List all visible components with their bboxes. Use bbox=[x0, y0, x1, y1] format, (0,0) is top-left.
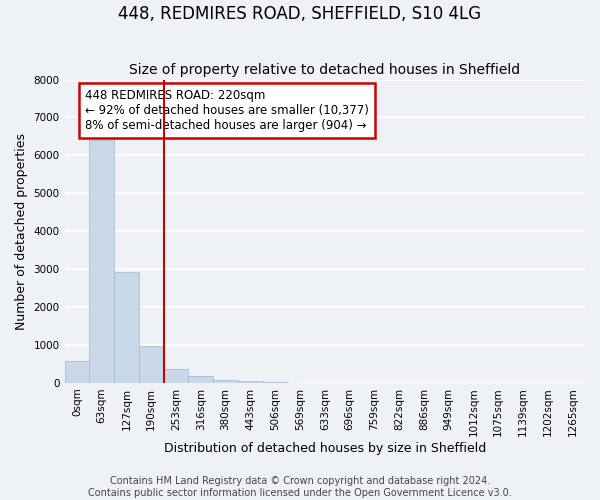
Bar bbox=[263, 382, 287, 383]
Bar bbox=[188, 376, 213, 383]
Bar bbox=[164, 369, 188, 383]
Text: 448, REDMIRES ROAD, SHEFFIELD, S10 4LG: 448, REDMIRES ROAD, SHEFFIELD, S10 4LG bbox=[118, 5, 482, 23]
Y-axis label: Number of detached properties: Number of detached properties bbox=[15, 132, 28, 330]
Bar bbox=[114, 272, 139, 383]
Title: Size of property relative to detached houses in Sheffield: Size of property relative to detached ho… bbox=[129, 63, 520, 77]
Bar bbox=[89, 140, 114, 383]
Text: 448 REDMIRES ROAD: 220sqm
← 92% of detached houses are smaller (10,377)
8% of se: 448 REDMIRES ROAD: 220sqm ← 92% of detac… bbox=[85, 88, 369, 132]
Bar bbox=[213, 380, 238, 383]
Bar bbox=[65, 361, 89, 383]
Bar bbox=[139, 346, 164, 383]
Text: Contains HM Land Registry data © Crown copyright and database right 2024.
Contai: Contains HM Land Registry data © Crown c… bbox=[88, 476, 512, 498]
X-axis label: Distribution of detached houses by size in Sheffield: Distribution of detached houses by size … bbox=[164, 442, 486, 455]
Bar bbox=[238, 381, 263, 383]
